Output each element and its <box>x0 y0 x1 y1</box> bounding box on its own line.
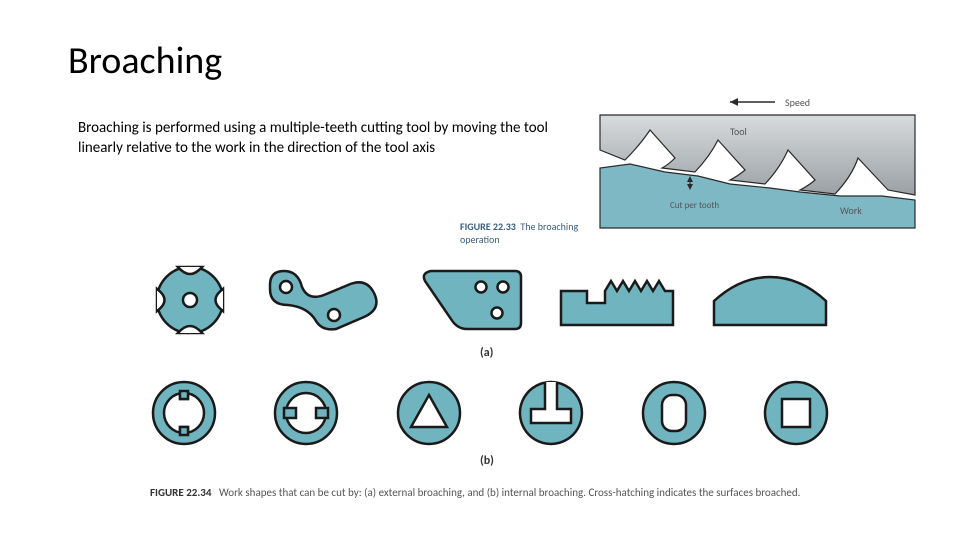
shape-b6 <box>762 379 830 447</box>
row-b-label: (b) <box>480 454 494 468</box>
shape-a4 <box>557 271 677 329</box>
shape-b4 <box>517 379 585 447</box>
external-shapes-row <box>150 260 830 340</box>
internal-shapes-row <box>150 378 830 448</box>
cut-label: Cut per tooth <box>670 200 719 211</box>
row-a-label: (a) <box>480 346 493 360</box>
figure-22-33: Speed Tool Cut per tooth Work <box>590 90 920 230</box>
shape-a3 <box>417 267 523 333</box>
tool-label: Tool <box>730 125 747 138</box>
shape-b5 <box>640 379 708 447</box>
shape-b2 <box>272 379 340 447</box>
shape-b3 <box>395 379 463 447</box>
work-label: Work <box>840 204 862 217</box>
description-text: Broaching is performed using a multiple-… <box>78 118 548 159</box>
shape-a5 <box>710 271 830 329</box>
shape-a2 <box>264 267 384 333</box>
figure-22-34-caption: FIGURE 22.34 Work shapes that can be cut… <box>150 486 850 501</box>
shape-a1 <box>150 261 230 339</box>
figure-22-33-caption: FIGURE 22.33 The broaching operation <box>460 220 580 246</box>
speed-label: Speed <box>785 96 810 109</box>
shape-b1 <box>150 379 218 447</box>
page-title: Broaching <box>68 38 222 84</box>
